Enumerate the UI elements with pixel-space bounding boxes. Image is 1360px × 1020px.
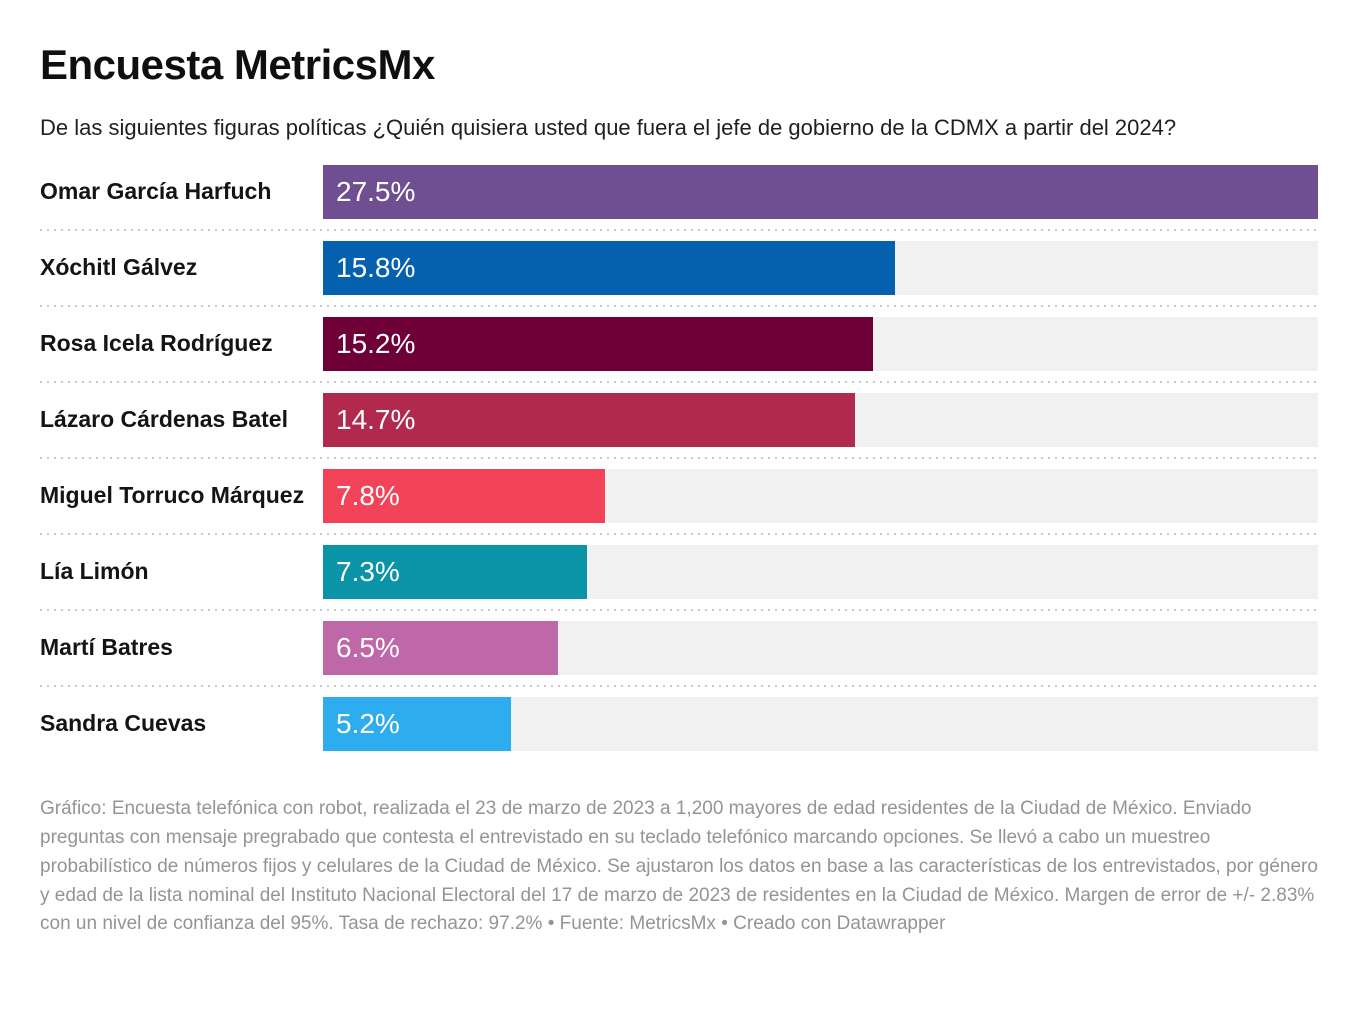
bar-row: Lázaro Cárdenas Batel 14.7% <box>40 392 1318 447</box>
bar: 5.2% <box>323 696 512 751</box>
bar: 14.7% <box>323 392 855 447</box>
bar-value-label: 7.8% <box>336 479 400 511</box>
bar-row: Sandra Cuevas 5.2% <box>40 696 1318 751</box>
bar-value-label: 7.3% <box>336 555 400 587</box>
bar-track: 5.2% <box>323 696 1318 751</box>
bar: 7.8% <box>323 468 606 523</box>
bar-track: 7.3% <box>323 544 1318 599</box>
category-label: Lázaro Cárdenas Batel <box>40 406 288 433</box>
chart-description: De las siguientes figuras políticas ¿Qui… <box>40 115 1177 141</box>
bar-track: 15.8% <box>323 240 1318 295</box>
dotted-divider <box>40 684 1318 687</box>
footer-note: Encuesta telefónica con robot, realizada… <box>40 797 1318 935</box>
category-label: Sandra Cuevas <box>40 710 207 737</box>
category-label: Miguel Torruco Márquez <box>40 482 305 509</box>
bar: 6.5% <box>323 620 559 675</box>
category-label: Martí Batres <box>40 634 173 661</box>
chart-footer: Gráfico: Encuesta telefónica con robot, … <box>40 795 1318 939</box>
bar-row: Xóchitl Gálvez 15.8% <box>40 240 1318 295</box>
bar-track: 15.2% <box>323 316 1318 371</box>
bar-track: 6.5% <box>323 620 1318 675</box>
category-label: Xóchitl Gálvez <box>40 254 198 281</box>
row-separator <box>40 295 1318 317</box>
bar-value-label: 27.5% <box>336 175 416 207</box>
bar-row: Miguel Torruco Márquez 7.8% <box>40 468 1318 523</box>
bar-value-label: 5.2% <box>336 707 400 739</box>
row-separator <box>40 599 1318 621</box>
bar-value-label: 15.8% <box>336 251 416 283</box>
bar-track: 27.5% <box>323 164 1318 219</box>
bar-track: 14.7% <box>323 392 1318 447</box>
category-label: Lía Limón <box>40 558 149 585</box>
bar-row: Omar García Harfuch 27.5% <box>40 164 1318 219</box>
row-separator <box>40 523 1318 545</box>
footer-source-label: Fuente: <box>559 913 625 935</box>
bar-value-label: 14.7% <box>336 403 416 435</box>
bar: 27.5% <box>323 164 1318 219</box>
chart-title: Encuesta MetricsMx <box>40 41 435 88</box>
bar-value-label: 6.5% <box>336 631 400 663</box>
bar: 15.8% <box>323 240 895 295</box>
bar-row: Martí Batres 6.5% <box>40 620 1318 675</box>
footer-source: MetricsMx <box>629 913 716 935</box>
dotted-divider <box>40 304 1318 307</box>
footer-separator: • <box>721 913 728 935</box>
row-separator <box>40 219 1318 241</box>
row-separator <box>40 447 1318 469</box>
bar-row: Lía Limón 7.3% <box>40 544 1318 599</box>
footer-attribution: Creado con Datawrapper <box>733 913 946 935</box>
dotted-divider <box>40 456 1318 459</box>
footer-byline-label: Gráfico: <box>40 797 107 819</box>
dotted-divider <box>40 380 1318 383</box>
bar: 15.2% <box>323 316 873 371</box>
dotted-divider <box>40 532 1318 535</box>
bar-value-label: 15.2% <box>336 327 416 359</box>
dotted-divider <box>40 228 1318 231</box>
category-label: Omar García Harfuch <box>40 178 272 205</box>
row-separator <box>40 371 1318 393</box>
bar: 7.3% <box>323 544 588 599</box>
footer-separator: • <box>547 913 555 935</box>
row-separator <box>40 675 1318 697</box>
dotted-divider <box>40 608 1318 611</box>
bar-row: Rosa Icela Rodríguez 15.2% <box>40 316 1318 371</box>
bar-chart: Omar García Harfuch 27.5% Xóchitl Gálvez 15… <box>40 164 1318 751</box>
category-label: Rosa Icela Rodríguez <box>40 330 273 357</box>
bar-track: 7.8% <box>323 468 1318 523</box>
